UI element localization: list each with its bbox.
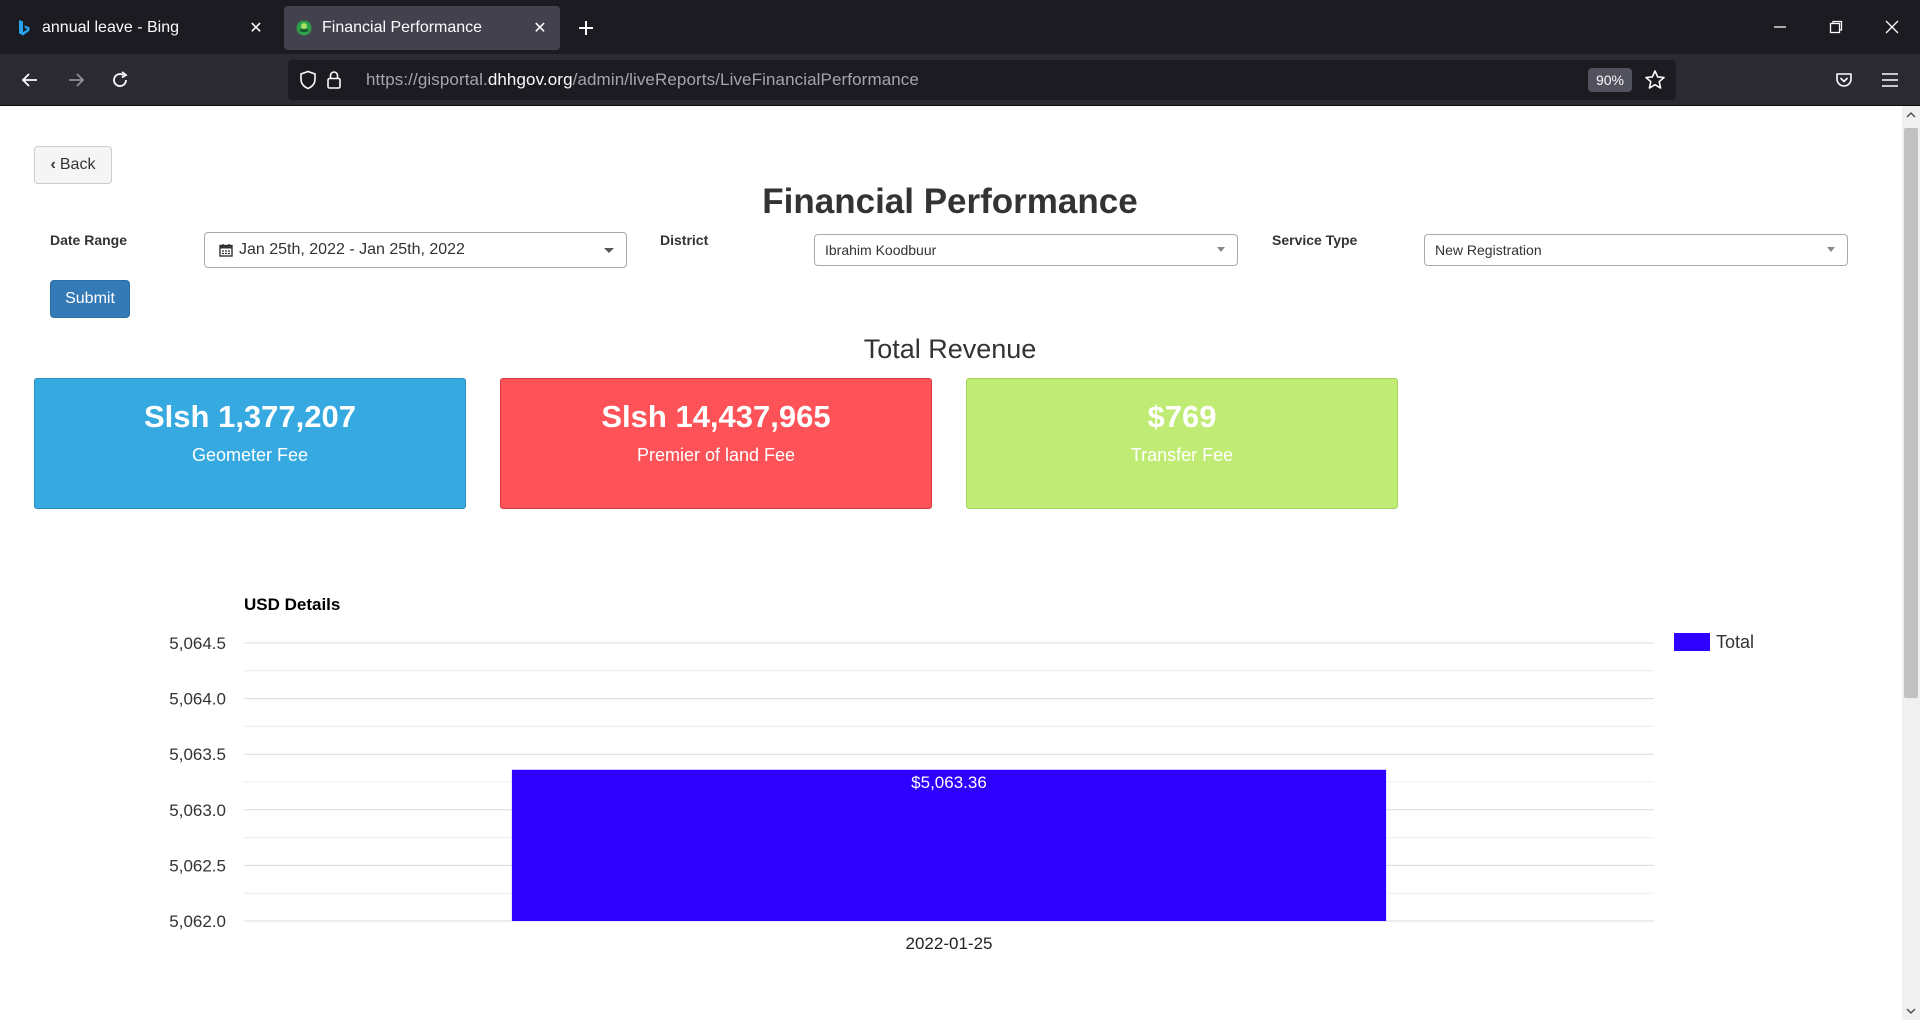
card-amount: $769 — [1147, 399, 1217, 434]
scroll-up-arrow-icon[interactable] — [1902, 106, 1920, 124]
service-type-label: Service Type — [1272, 232, 1358, 248]
service-type-select[interactable]: New Registration — [1424, 234, 1848, 266]
chart-canvas: USD Details 5,062.0 5,062.5 5,063.0 5,063.5 5… — [169, 595, 1754, 953]
page-content: ‹ Back Financial Performance Date Range … — [0, 106, 1902, 1020]
card-caption: Transfer Fee — [1130, 445, 1234, 465]
district-select[interactable]: Ibrahim Koodbuur — [814, 234, 1238, 266]
back-button[interactable]: ‹ Back — [34, 146, 112, 184]
url-bar[interactable]: https://gisportal.dhhgov.org/admin/liveR… — [288, 60, 1676, 100]
browser-nav-bar: https://gisportal.dhhgov.org/admin/liveR… — [0, 54, 1920, 106]
reload-icon[interactable] — [102, 62, 138, 98]
card-caption: Premier of land Fee — [636, 445, 796, 465]
pocket-icon[interactable] — [1826, 62, 1862, 98]
close-icon[interactable]: ✕ — [533, 20, 547, 37]
caret-down-icon — [604, 248, 614, 253]
scrollbar-thumb[interactable] — [1904, 128, 1918, 698]
zoom-level-badge[interactable]: 90% — [1588, 68, 1632, 92]
tab-title: annual leave - Bing — [42, 19, 179, 36]
premier-land-fee-card: Slsh 14,437,965 Premier of land Fee — [500, 378, 932, 509]
restore-icon[interactable] — [1808, 8, 1864, 46]
page-scrollbar[interactable] — [1902, 106, 1920, 1020]
scroll-down-arrow-icon[interactable] — [1902, 1002, 1920, 1020]
chart-title: USD Details — [244, 595, 340, 614]
y-tick-label: 5,062.0 — [169, 912, 226, 931]
chart-bar — [511, 769, 1387, 921]
x-tick-label: 2022-01-25 — [906, 934, 993, 953]
usd-details-chart: USD Details 5,062.0 5,062.5 5,063.0 5,063.5 5… — [0, 566, 1902, 1006]
bing-icon — [16, 20, 32, 36]
card-amount: Slsh 1,377,207 — [144, 399, 356, 434]
legend-label: Total — [1716, 632, 1754, 652]
new-tab-icon[interactable] — [572, 14, 600, 42]
district-label: District — [660, 232, 709, 248]
tab-financial-performance[interactable]: Financial Performance ✕ — [284, 6, 560, 50]
forward-arrow-icon[interactable] — [58, 62, 94, 98]
lock-icon[interactable] — [324, 70, 344, 90]
tab-title: Financial Performance — [322, 19, 483, 36]
y-tick-label: 5,064.5 — [169, 634, 226, 653]
back-button-label: Back — [59, 156, 96, 173]
chevron-left-icon: ‹ — [50, 156, 56, 173]
y-tick-label: 5,064.0 — [169, 690, 226, 709]
site-icon — [296, 20, 312, 36]
window-close-icon[interactable] — [1864, 8, 1920, 46]
tab-bing[interactable]: annual leave - Bing ✕ — [4, 6, 276, 50]
transfer-fee-card: $769 Transfer Fee — [966, 378, 1398, 509]
browser-tab-bar: annual leave - Bing ✕ Financial Performa… — [0, 0, 1920, 54]
date-range-value: Jan 25th, 2022 - Jan 25th, 2022 — [239, 241, 465, 258]
close-icon[interactable]: ✕ — [249, 20, 263, 37]
caret-down-icon — [1827, 247, 1835, 252]
geometer-fee-card: Slsh 1,377,207 Geometer Fee — [34, 378, 466, 509]
menu-icon[interactable] — [1872, 62, 1908, 98]
minimize-icon[interactable] — [1752, 8, 1808, 46]
legend-swatch — [1674, 633, 1710, 651]
calendar-icon — [219, 243, 233, 257]
card-caption: Geometer Fee — [191, 445, 309, 465]
page-title: Financial Performance — [762, 182, 1138, 221]
y-tick-label: 5,063.0 — [169, 801, 226, 820]
bar-data-label: $5,063.36 — [911, 773, 987, 792]
total-revenue-title: Total Revenue — [863, 334, 1037, 364]
bookmark-star-icon[interactable] — [1644, 69, 1666, 91]
submit-button[interactable]: Submit — [50, 280, 130, 318]
card-amount: Slsh 14,437,965 — [601, 399, 831, 434]
date-range-label: Date Range — [50, 232, 128, 248]
y-tick-label: 5,063.5 — [169, 745, 226, 764]
y-tick-label: 5,062.5 — [169, 856, 226, 875]
service-type-value: New Registration — [1435, 242, 1542, 258]
caret-down-icon — [1217, 247, 1225, 252]
district-value: Ibrahim Koodbuur — [825, 242, 937, 258]
shield-icon[interactable] — [298, 70, 318, 90]
url-text[interactable]: https://gisportal.dhhgov.org/admin/liveR… — [366, 70, 919, 89]
back-arrow-icon[interactable] — [12, 62, 48, 98]
date-range-picker[interactable]: Jan 25th, 2022 - Jan 25th, 2022 — [204, 232, 627, 268]
